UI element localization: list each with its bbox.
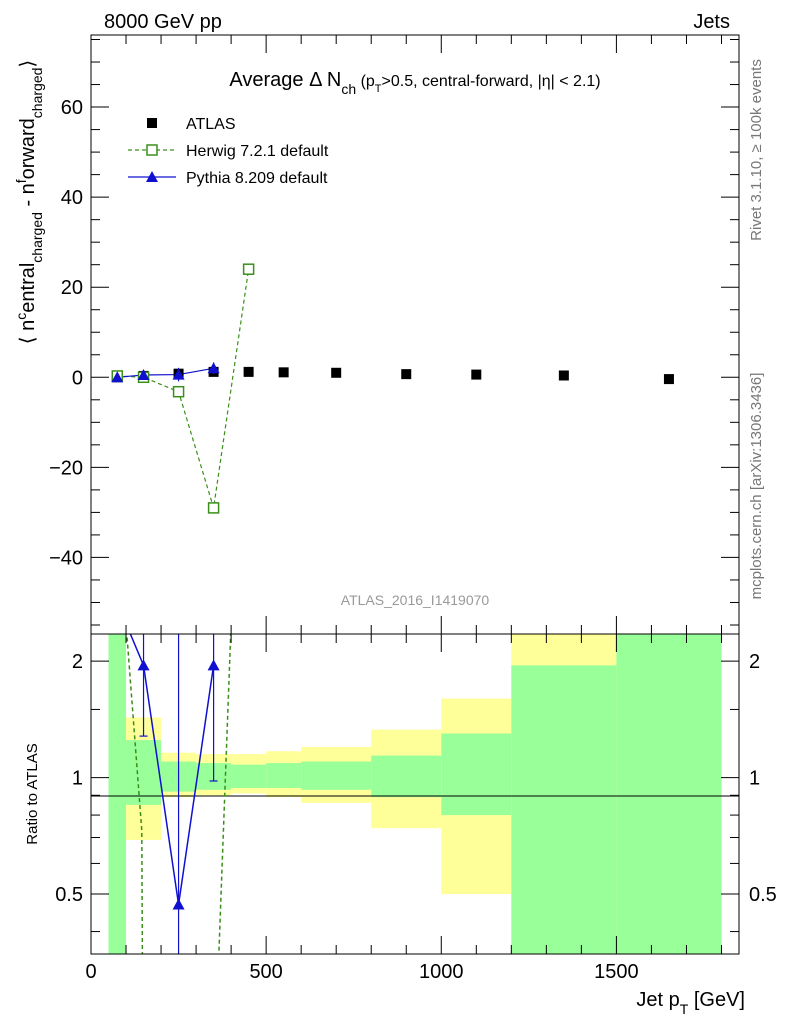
legend: ATLAS Herwig 7.2.1 default Pythia 8.209 … [128, 116, 329, 187]
legend-marker-pythia [146, 171, 158, 182]
ratio-ytick-label: 0.5 [55, 884, 83, 906]
ratio-band-green [371, 755, 442, 798]
atlas-point [331, 367, 342, 378]
atlas-point [663, 374, 674, 385]
herwig-point [172, 385, 185, 398]
ratio-pythia-point [137, 659, 150, 671]
ratio-xtick-label: 1500 [594, 961, 639, 983]
ratio-ytick-label-right: 0.5 [749, 884, 777, 906]
category-label: Jets [693, 11, 730, 33]
ratio-frame [90, 633, 740, 955]
ratio-band-green [108, 634, 127, 954]
ratio-band-green [231, 764, 267, 788]
main-title: Average Δ Nch (pT>0.5, central-forward, … [229, 69, 600, 97]
ratio-band-green [616, 634, 722, 954]
legend-label-herwig: Herwig 7.2.1 default [186, 143, 329, 160]
ratio-herwig-line [126, 634, 232, 954]
herwig-point [207, 502, 220, 514]
main-ytick-label: 40 [61, 187, 83, 209]
ratio-ytick-label: 1 [72, 768, 83, 790]
atlas-point [471, 369, 482, 380]
main-ylabel: ⟨ ncentralcharged - nforwardcharged⟩ [13, 60, 45, 344]
ratio-ytick-label: 2 [72, 651, 83, 673]
ratio-xtick-label: 0 [85, 961, 96, 983]
main-ytick-label: −40 [49, 547, 83, 569]
main-series [111, 263, 674, 514]
herwig-point [242, 263, 255, 275]
ratio-panel: 0.5 0.5 1 1 2 2 0 500 1000 1500 Ratio to ATLAS Je… [24, 633, 777, 1017]
legend-marker-herwig [146, 144, 158, 156]
pythia-point [137, 369, 150, 381]
ratio-series [126, 634, 232, 954]
rivet-label: Rivet 3.1.10, ≥ 100k events [748, 59, 765, 241]
ratio-ylabel: Ratio to ATLAS [24, 743, 41, 844]
ratio-ytick-label-right: 2 [749, 651, 760, 673]
energy-label: 8000 GeV pp [104, 11, 222, 33]
legend-marker-atlas [147, 118, 157, 128]
main-ytick-label: −20 [49, 457, 83, 479]
main-ytick-label: 60 [61, 97, 83, 119]
ratio-pythia-line [129, 634, 215, 905]
ratio-band-green [301, 761, 372, 790]
ratio-pythia-point [207, 659, 220, 671]
source-label: mcplots.cern.ch [arXiv:1306.3436] [748, 373, 765, 600]
pythia-point [172, 368, 185, 380]
ratio-uncertainty-bands [108, 634, 722, 954]
ratio-xtick-label: 500 [249, 961, 282, 983]
atlas-point [401, 369, 412, 380]
ratio-band-green [126, 740, 162, 805]
main-axis-ticks: −40 −20 0 20 40 60 [49, 35, 739, 634]
main-panel: −40 −20 0 20 40 60 Average Δ Nch (pT>0.5, cen… [13, 34, 740, 635]
ratio-ytick-label-right: 1 [749, 768, 760, 790]
atlas-point [243, 366, 254, 377]
ratio-xlabel: Jet pT [GeV] [636, 989, 745, 1017]
legend-label-pythia: Pythia 8.209 default [186, 170, 328, 187]
atlas-point [278, 367, 289, 378]
analysis-id: ATLAS_2016_I1419070 [341, 592, 490, 608]
ratio-band-green [511, 665, 617, 954]
pythia-point [111, 371, 124, 383]
main-ytick-label: 0 [72, 367, 83, 389]
ratio-xtick-label: 1000 [419, 961, 464, 983]
pythia-point [207, 362, 220, 374]
atlas-point [558, 370, 569, 381]
legend-label-atlas: ATLAS [186, 116, 236, 133]
ratio-band-green [441, 733, 512, 816]
ratio-band-green [266, 763, 302, 788]
ratio-pythia-point [172, 898, 185, 910]
main-ytick-label: 20 [61, 277, 83, 299]
pythia-line [117, 367, 214, 378]
ratio-axis-ticks: 0.5 0.5 1 1 2 2 0 500 1000 1500 [55, 634, 777, 983]
